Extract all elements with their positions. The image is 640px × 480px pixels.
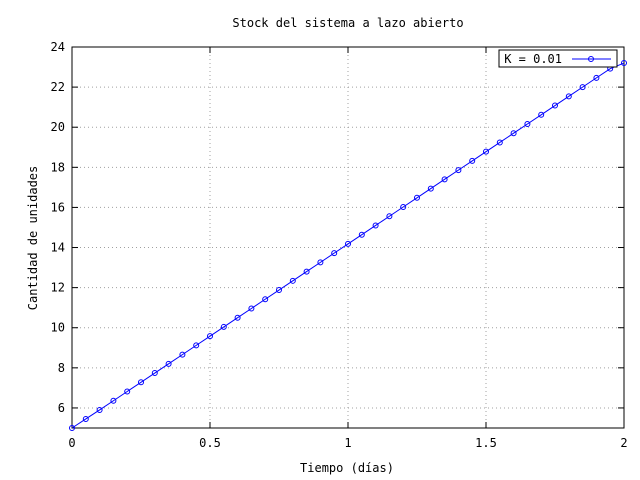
data-point bbox=[220, 323, 227, 330]
data-point bbox=[317, 259, 324, 266]
data-point bbox=[248, 305, 255, 312]
series-line bbox=[71, 62, 625, 429]
data-point bbox=[193, 342, 200, 349]
y-tick-label: 20 bbox=[51, 120, 65, 134]
x-tick-label: 0.5 bbox=[199, 436, 221, 450]
data-point bbox=[565, 93, 572, 100]
series bbox=[69, 60, 627, 431]
y-tick-label: 8 bbox=[58, 361, 65, 375]
legend-box bbox=[498, 49, 618, 68]
data-point bbox=[303, 268, 310, 275]
x-tick-label: 2 bbox=[620, 436, 627, 450]
data-point bbox=[138, 379, 144, 386]
data-point bbox=[496, 139, 503, 146]
data-point bbox=[483, 148, 489, 155]
x-tick-label: 1 bbox=[344, 436, 351, 450]
data-point bbox=[124, 388, 131, 395]
data-point bbox=[552, 102, 558, 109]
x-tick-label: 0 bbox=[68, 436, 75, 450]
y-tick-label: 10 bbox=[51, 321, 65, 335]
y-tick-label: 14 bbox=[51, 241, 65, 255]
y-tick-label: 16 bbox=[51, 200, 65, 214]
y-axis-label: Cantidad de unidades bbox=[26, 166, 40, 311]
data-point bbox=[207, 333, 213, 340]
y-tick-label: 22 bbox=[51, 80, 65, 94]
plot-frame bbox=[71, 46, 625, 429]
x-tick-labels: 0 0.5 1 1.5 2 bbox=[68, 436, 627, 450]
y-tick-label: 24 bbox=[51, 40, 65, 54]
data-point bbox=[510, 130, 517, 137]
data-point bbox=[165, 360, 172, 367]
data-point bbox=[262, 296, 269, 303]
data-point bbox=[345, 240, 351, 247]
data-point bbox=[593, 74, 600, 81]
grid bbox=[72, 47, 624, 428]
chart-title: Stock del sistema a lazo abierto bbox=[232, 16, 463, 30]
data-point bbox=[331, 250, 338, 257]
data-point bbox=[358, 231, 365, 238]
data-point bbox=[82, 415, 89, 422]
data-point bbox=[151, 370, 158, 377]
data-point bbox=[455, 167, 462, 174]
y-tick-label: 18 bbox=[51, 160, 65, 174]
data-point bbox=[289, 277, 296, 284]
data-point bbox=[69, 425, 75, 431]
y-tick-labels: 6 8 10 12 14 16 18 20 22 24 bbox=[51, 40, 65, 415]
data-point bbox=[414, 194, 420, 201]
data-point bbox=[234, 314, 241, 321]
data-point bbox=[110, 397, 117, 404]
data-point bbox=[372, 222, 379, 229]
data-point bbox=[469, 157, 476, 164]
data-point bbox=[621, 60, 627, 67]
data-point bbox=[179, 351, 186, 358]
data-point bbox=[441, 176, 448, 183]
legend: K = 0.01 bbox=[498, 49, 618, 68]
data-point bbox=[276, 287, 282, 294]
legend-marker bbox=[588, 56, 594, 62]
data-point bbox=[524, 121, 531, 128]
data-point bbox=[386, 213, 393, 220]
data-point bbox=[538, 111, 545, 118]
x-axis-label: Tiempo (días) bbox=[300, 461, 394, 475]
x-tick-label: 1.5 bbox=[475, 436, 497, 450]
legend-label: K = 0.01 bbox=[504, 52, 562, 66]
data-point bbox=[400, 204, 407, 211]
y-tick-label: 12 bbox=[51, 281, 65, 295]
data-point bbox=[96, 406, 103, 413]
y-tick-label: 6 bbox=[58, 401, 65, 415]
data-point bbox=[427, 185, 434, 192]
data-point bbox=[579, 84, 586, 91]
